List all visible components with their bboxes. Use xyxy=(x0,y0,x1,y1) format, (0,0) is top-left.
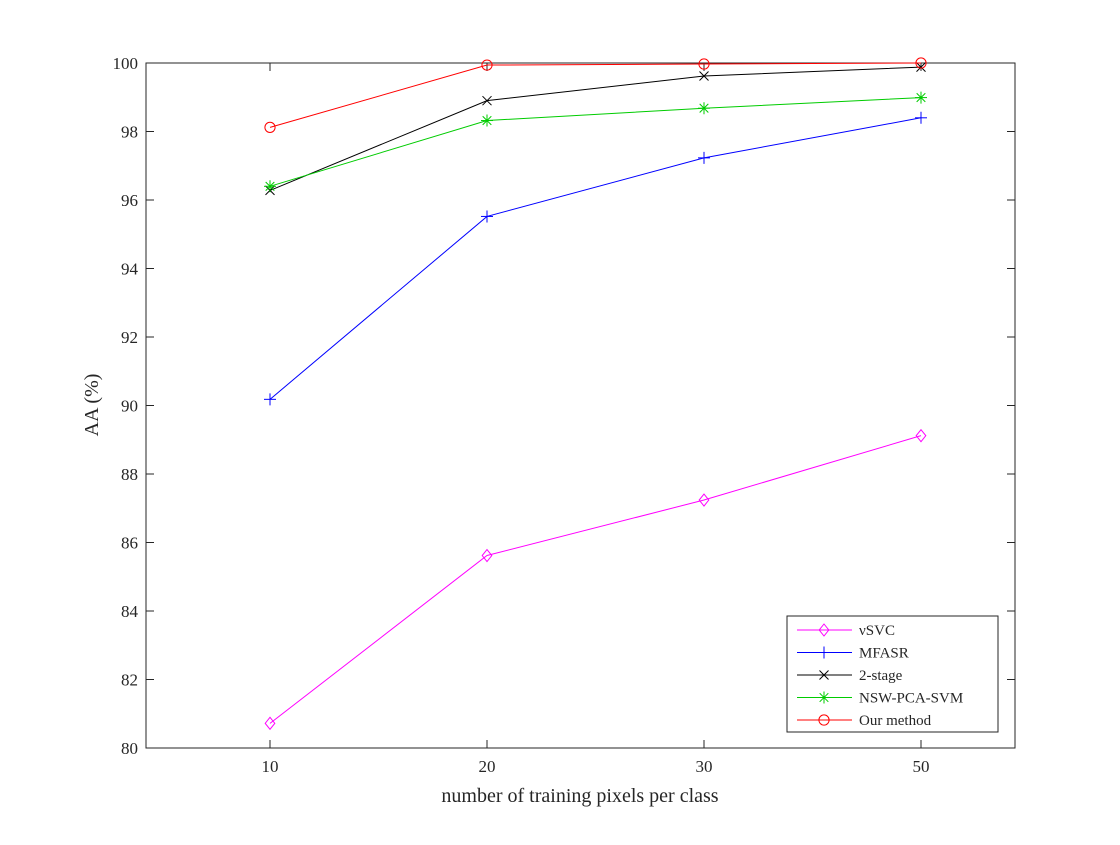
legend-box xyxy=(786,615,999,733)
axis-ticks: 80 82 84 86 88 90 92 94 96 98 100 10 20 30 50 xyxy=(113,54,1015,776)
y-axis-label: AA (%) xyxy=(81,374,103,437)
legend-label: 2-stage xyxy=(859,668,903,684)
series-2 xyxy=(265,62,926,196)
legend-item: NSW-PCA-SVM xyxy=(797,691,963,707)
y-tick-label: 90 xyxy=(121,397,138,416)
x-tick-label: 20 xyxy=(479,757,496,776)
y-tick-label: 88 xyxy=(121,465,138,484)
y-tick-label: 94 xyxy=(121,260,139,279)
x-marker xyxy=(819,670,829,680)
plus-marker xyxy=(915,111,927,124)
legend-label: Our method xyxy=(859,713,932,729)
x-tick-label: 10 xyxy=(262,757,279,776)
series-line xyxy=(269,435,922,724)
circle-marker xyxy=(818,714,830,726)
star-marker xyxy=(915,91,927,104)
series-0 xyxy=(264,428,927,731)
star-marker xyxy=(818,691,830,704)
legend: νSVC MFASR 2-stage NSW-PCA-SVM Our method xyxy=(786,615,999,733)
plus-marker xyxy=(264,393,276,406)
diamond-marker xyxy=(698,493,710,507)
series-line xyxy=(269,97,922,187)
series-line xyxy=(269,66,922,191)
diamond-marker xyxy=(264,716,276,731)
x-marker xyxy=(482,95,492,106)
series-3 xyxy=(264,91,927,193)
legend-item: 2-stage xyxy=(797,668,903,684)
star-marker xyxy=(481,114,493,127)
y-tick-label: 86 xyxy=(121,534,138,553)
legend-item: MFASR xyxy=(797,646,909,662)
x-marker xyxy=(916,62,926,72)
y-tick-label: 82 xyxy=(121,671,138,690)
diamond-marker xyxy=(915,428,927,443)
plus-marker xyxy=(818,646,830,659)
x-tick-label: 50 xyxy=(913,757,930,776)
x-tick-label: 30 xyxy=(696,757,713,776)
y-tick-label: 84 xyxy=(121,602,139,621)
y-tick-label: 80 xyxy=(121,739,138,758)
series-line xyxy=(269,117,922,400)
legend-label: NSW-PCA-SVM xyxy=(859,691,963,707)
x-axis-label: number of training pixels per class xyxy=(441,785,718,807)
x-marker xyxy=(699,71,709,81)
y-tick-label: 98 xyxy=(121,123,138,142)
y-tick-label: 100 xyxy=(113,54,139,73)
series-layer xyxy=(264,57,927,731)
legend-label: νSVC xyxy=(859,623,895,639)
y-tick-label: 96 xyxy=(121,191,138,210)
plus-marker xyxy=(698,151,710,164)
series-4 xyxy=(264,57,927,133)
legend-label: MFASR xyxy=(859,646,909,662)
star-marker xyxy=(698,102,710,115)
circle-marker xyxy=(264,121,276,133)
legend-item: νSVC xyxy=(797,623,895,639)
star-marker xyxy=(264,180,276,193)
y-tick-label: 92 xyxy=(121,328,138,347)
circle-marker xyxy=(915,57,927,69)
series-1 xyxy=(264,111,927,406)
circle-marker xyxy=(698,58,710,70)
series-line xyxy=(269,62,922,128)
circle-marker xyxy=(481,59,493,71)
legend-item: Our method xyxy=(797,713,932,729)
plus-marker xyxy=(481,210,493,223)
diamond-marker xyxy=(481,548,493,563)
diamond-marker xyxy=(818,623,830,637)
